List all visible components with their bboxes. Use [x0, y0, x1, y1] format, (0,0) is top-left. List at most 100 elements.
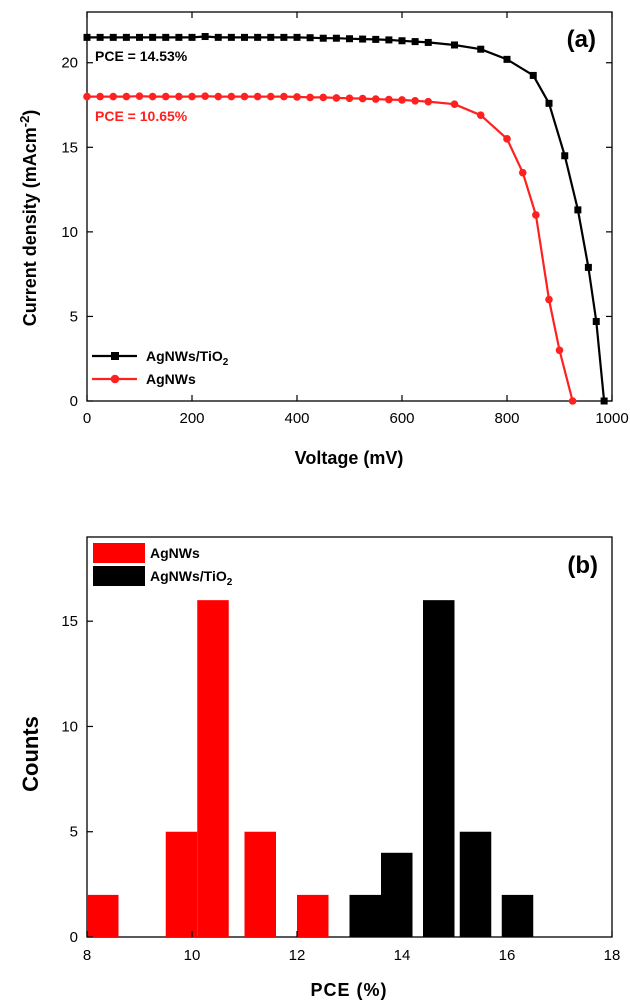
jv-legend-marker-tio2 [111, 352, 119, 360]
jv-point-agnws [188, 92, 196, 101]
jv-point-tio2 [149, 33, 157, 41]
pce-panel-label: (b) [567, 552, 598, 579]
jv-point-agnws [266, 92, 275, 101]
pce-histogram: 8 10 12 14 16 18 0 5 10 15 (b) PCE (%) Counts AgN… [18, 536, 620, 1000]
jv-point-tio2 [241, 33, 248, 41]
jv-point-tio2 [136, 33, 143, 41]
jv-point-agnws [345, 94, 354, 103]
jv-point-tio2 [332, 34, 340, 42]
jv-point-tio2 [214, 33, 222, 41]
jv-x-tick-label: 800 [494, 410, 519, 427]
jv-annotation-agnws: PCE = 10.65% [95, 108, 188, 124]
jv-x-tick-label: 400 [284, 410, 309, 427]
jv-legend-label-agnws: AgNWs [146, 371, 196, 387]
jv-point-tio2 [411, 38, 419, 46]
pce-bars [87, 600, 534, 937]
jv-point-agnws [306, 93, 314, 102]
jv-point-tio2 [267, 33, 275, 41]
jv-point-agnws [135, 92, 144, 101]
jv-y-tick-label: 0 [70, 393, 78, 410]
jv-point-agnws [503, 135, 511, 143]
jv-point-tio2 [359, 35, 367, 43]
jv-point-agnws [109, 92, 118, 101]
jv-point-agnws [518, 168, 527, 177]
jv-point-agnws [545, 295, 553, 304]
jv-point-agnws [555, 346, 564, 355]
jv-point-agnws [161, 92, 170, 101]
jv-panel-label: (a) [567, 26, 596, 53]
pce-x-tick-label: 10 [184, 947, 201, 964]
jv-point-agnws [332, 94, 341, 102]
jv-x-tick-label: 0 [83, 410, 91, 427]
jv-point-agnws [253, 92, 262, 101]
jv-series-line-tio2 [87, 35, 606, 402]
jv-point-tio2 [280, 33, 288, 41]
jv-point-tio2 [503, 55, 511, 63]
jv-point-tio2 [346, 35, 353, 43]
jv-point-tio2 [293, 33, 301, 41]
jv-point-agnws [175, 92, 183, 101]
jv-legend: AgNWs/TiO2 AgNWs [92, 348, 229, 387]
jv-point-tio2 [561, 152, 569, 160]
pce-legend-swatch-tio2 [93, 566, 145, 586]
jv-point-agnws [122, 92, 131, 101]
jv-y-tick-label: 10 [61, 224, 78, 241]
jv-point-agnws [476, 111, 485, 119]
jv-y-tick-label: 20 [61, 55, 78, 72]
jv-point-tio2 [529, 71, 537, 79]
jv-chart: 0 200 400 600 800 1000 0 5 10 15 20 (a) Voltage (m… [17, 11, 629, 468]
jv-point-tio2 [83, 33, 91, 41]
pce-bar-agnws [197, 600, 229, 937]
jv-y-axis-label-sup: -2 [17, 116, 32, 128]
jv-point-agnws [280, 92, 288, 101]
jv-point-agnws [532, 211, 540, 219]
pce-y-tick-label: 0 [70, 929, 78, 946]
jv-series-group [83, 33, 608, 405]
jv-point-tio2 [584, 263, 592, 271]
jv-point-tio2 [162, 33, 170, 41]
pce-bar-tio2 [459, 831, 492, 937]
pce-axis-ticks: 8 10 12 14 16 18 0 5 10 15 [61, 613, 620, 964]
pce-bar-tio2 [381, 852, 413, 937]
pce-bar-agnws [297, 894, 329, 937]
jv-point-agnws [83, 92, 91, 101]
jv-point-tio2 [96, 33, 104, 41]
pce-x-tick-label: 16 [499, 947, 516, 964]
jv-point-tio2 [188, 33, 196, 41]
jv-point-agnws [319, 93, 328, 102]
jv-x-tick-label: 200 [179, 410, 204, 427]
pce-bar-agnws [87, 894, 119, 937]
jv-y-tick-label: 5 [70, 308, 78, 325]
pce-bar-agnws [165, 831, 198, 937]
jv-point-agnws [227, 92, 236, 101]
jv-point-tio2 [122, 33, 130, 41]
jv-point-tio2 [201, 33, 209, 41]
pce-bar-tio2 [423, 600, 455, 937]
jv-point-agnws [450, 100, 459, 108]
jv-point-agnws [214, 92, 223, 101]
jv-point-agnws [568, 397, 577, 405]
pce-x-axis-label: PCE (%) [310, 980, 387, 1000]
jv-point-tio2 [254, 33, 262, 41]
pce-legend-label-tio2: AgNWs/TiO2 [150, 568, 233, 588]
jv-point-tio2 [109, 33, 117, 41]
pce-x-tick-label: 18 [604, 947, 621, 964]
jv-point-tio2 [398, 37, 406, 45]
jv-point-agnws [371, 95, 380, 103]
jv-point-tio2 [600, 397, 608, 405]
jv-point-tio2 [385, 36, 393, 44]
jv-point-tio2 [319, 34, 327, 42]
pce-x-tick-label: 8 [83, 947, 91, 964]
jv-x-tick-label: 1000 [595, 410, 628, 427]
jv-y-axis-label: Current density (mAcm-2) [17, 110, 40, 327]
jv-plot-frame [86, 11, 613, 402]
jv-point-agnws [424, 97, 433, 106]
jv-annotation-tio2: PCE = 14.53% [95, 48, 188, 64]
pce-legend: AgNWs AgNWs/TiO2 [93, 543, 233, 588]
pce-y-tick-label: 5 [70, 824, 78, 841]
jv-point-tio2 [545, 99, 553, 107]
pce-x-tick-label: 14 [394, 947, 411, 964]
jv-legend-label-tio2: AgNWs/TiO2 [146, 348, 229, 368]
jv-point-agnws [148, 92, 157, 101]
